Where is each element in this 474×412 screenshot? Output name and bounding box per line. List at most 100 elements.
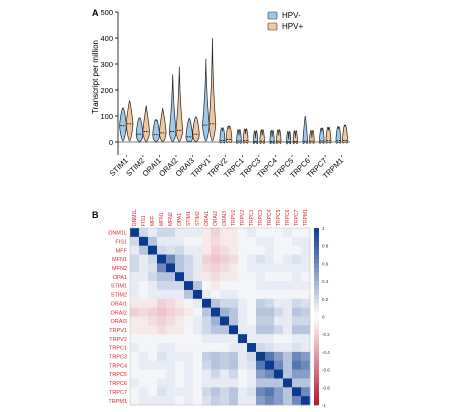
heatmap-cell [274,263,284,273]
colorbar-segment [314,281,319,286]
heatmap-cell [175,272,185,282]
heatmap-cell [274,325,284,335]
heatmap-cell [229,236,239,246]
legend-swatch [267,22,278,31]
legend: HPV- HPV+ [267,11,303,31]
heatmap-cell [193,343,203,353]
violin-HPV+-TRPM1 [342,124,348,144]
heatmap-cell [130,289,140,300]
colorbar-segment [314,272,319,277]
colorbar-segment [314,241,319,246]
violin-HPV+-TRPV1 [208,37,217,142]
heatmap-cell [229,263,239,273]
heatmap-cell [184,360,194,370]
y-tick-label: 200 [100,86,113,95]
heatmap-cell [238,351,248,362]
heatmap-cell [193,351,203,362]
heatmap-cell [130,272,140,282]
legend-label: HPV+ [282,22,303,31]
heatmap-cell [157,387,167,397]
heatmap-cell [184,254,194,264]
heatmap-cell [229,281,239,291]
heatmap-cell [139,236,149,246]
colorbar-segment [314,294,319,300]
row-label: DNM1L [108,231,127,237]
heatmap-cell [256,263,266,273]
heatmap-cell [265,298,275,308]
heatmap-cell [130,351,140,362]
heatmap-cell [202,387,212,397]
heatmap-cell [202,236,212,246]
row-label: TRPC1 [109,346,127,352]
violin-HPV--ORAI3 [185,118,193,143]
heatmap-cell [184,351,194,362]
heatmap-cell [292,334,302,344]
heatmap-cell [229,228,239,238]
heatmap-cell [202,307,212,317]
heatmap-cell [148,387,158,397]
heatmap-cell [229,254,239,264]
heatmap-cell [184,236,194,246]
heatmap-cell [193,236,203,246]
heatmap-cell [175,325,185,335]
heatmap-cell [220,298,230,308]
heatmap-cell [238,245,248,255]
heatmap-cell [283,387,293,397]
heatmap-cell [220,369,230,379]
heatmap-cell [265,228,275,238]
row-label: ORAI1 [110,301,127,307]
heatmap-cell [274,378,284,388]
heatmap-cell [157,298,167,308]
heatmap-cell [247,369,257,379]
heatmap-cell [157,245,167,255]
heatmap-cell [238,387,248,397]
y-tick-label: 100 [100,112,113,121]
heatmap-cell [283,263,293,273]
colorbar-segment [314,228,319,233]
colorbar-segment [314,400,319,406]
heatmap-cell [193,263,203,273]
heatmap-cell [184,289,194,300]
violin-HPV+-TRPC3 [259,129,265,145]
colorbar-segment [314,347,319,353]
row-labels: DNM1L FIS1 MFF MFN1 MFN2 OPA1 STIM1 STIM2 ORAI1 O… [108,231,127,405]
heatmap-cell [301,325,311,335]
colorbar-segment [314,263,319,269]
y-tick-label: 400 [100,34,113,43]
heatmap-cell [292,307,302,317]
heatmap-cell [238,228,248,238]
heatmap-cell [229,316,239,326]
colorbar-segment [314,236,319,242]
heatmap-cell [184,334,194,344]
heatmap-cell [292,254,302,264]
heatmap-cell [292,263,302,273]
heatmap-cell [292,289,302,300]
heatmap-cell [202,325,212,335]
heatmap-cell [238,360,248,370]
heatmap-cell [139,396,149,406]
colorbar-segment [314,365,319,370]
panel-a-violin-chart: A Transcript per million 0 100 200 300 400 50… [91,8,350,180]
heatmap-cell [202,360,212,370]
heatmap-cell [247,334,257,344]
column-labels: DNM1L FIS1 MFF MFN1 MFN2 OPA1 STIM1 STIM2 ORAI1 O… [132,209,309,226]
heatmap-cell [130,334,140,344]
heatmap-cell [139,334,149,344]
heatmap-cell [157,334,167,344]
heatmap-cell [211,298,221,308]
heatmap-cell [139,272,149,282]
heatmap-cell [265,343,275,353]
heatmap-cell [292,351,302,362]
color-bar: 1 0.8 0.6 0.4 0.2 0 -0.2 -0.4 -0.6 -0.8 -1 [314,226,330,408]
colorbar-tick-label: -1 [322,403,326,408]
heatmap-cell [229,360,239,370]
heatmap-cell [283,245,293,255]
colorbar-segment [314,289,319,295]
colorbar-tick-label: -0.4 [322,350,330,355]
colorbar-segment [314,250,319,255]
heatmap-cell [283,334,293,344]
heatmap-cell [229,396,239,406]
violin-HPV+-ORAI2 [175,66,183,142]
heatmap-cell [202,298,212,308]
colorbar-tick-label: -0.6 [322,368,330,373]
